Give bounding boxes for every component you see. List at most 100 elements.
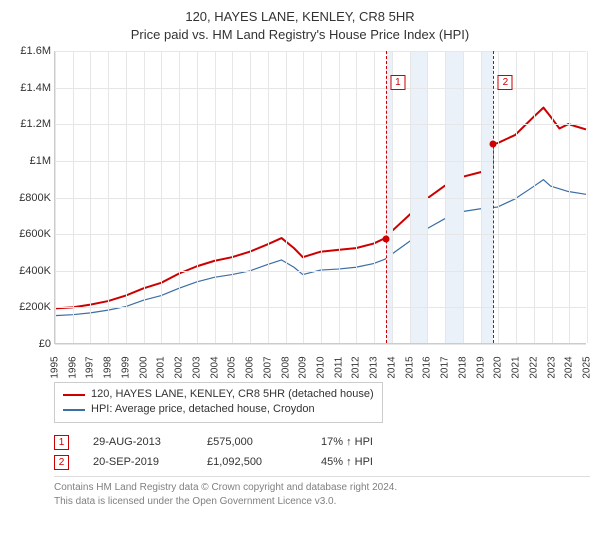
sales-row-badge: 2 (54, 455, 69, 470)
legend-box: 120, HAYES LANE, KENLEY, CR8 5HR (detach… (54, 382, 383, 423)
chart-title: 120, HAYES LANE, KENLEY, CR8 5HR Price p… (10, 8, 590, 43)
x-gridline (587, 51, 588, 343)
sales-row-price: £575,000 (207, 433, 297, 453)
x-gridline (73, 51, 74, 343)
x-gridline (179, 51, 180, 343)
footer-note: Contains HM Land Registry data © Crown c… (54, 481, 590, 508)
x-gridline (232, 51, 233, 343)
y-tick-label: £200K (11, 301, 51, 313)
sale-badge: 2 (498, 75, 513, 90)
y-tick-label: £1M (11, 155, 51, 167)
x-tick-label: 1998 (103, 356, 114, 378)
x-gridline (463, 51, 464, 343)
x-tick-label: 2017 (440, 356, 451, 378)
x-gridline (215, 51, 216, 343)
x-gridline (339, 51, 340, 343)
x-gridline (374, 51, 375, 343)
x-tick-label: 2021 (511, 356, 522, 378)
sale-badge: 1 (390, 75, 405, 90)
x-tick-label: 2025 (582, 356, 593, 378)
x-gridline (250, 51, 251, 343)
x-gridline (126, 51, 127, 343)
x-tick-label: 2002 (174, 356, 185, 378)
x-gridline (356, 51, 357, 343)
x-tick-label: 1997 (85, 356, 96, 378)
x-gridline (427, 51, 428, 343)
x-tick-label: 2001 (156, 356, 167, 378)
x-gridline (569, 51, 570, 343)
legend-item: HPI: Average price, detached house, Croy… (63, 402, 374, 417)
sales-row-hpi: 45% ↑ HPI (321, 453, 411, 473)
divider (54, 476, 590, 477)
x-tick-label: 2020 (493, 356, 504, 378)
legend-swatch (63, 394, 85, 396)
x-gridline (552, 51, 553, 343)
x-tick-label: 2014 (386, 356, 397, 378)
x-gridline (534, 51, 535, 343)
x-tick-label: 2009 (298, 356, 309, 378)
sale-marker (490, 141, 497, 148)
x-tick-label: 2006 (245, 356, 256, 378)
legend-label: 120, HAYES LANE, KENLEY, CR8 5HR (detach… (91, 387, 374, 402)
x-gridline (392, 51, 393, 343)
sale-vline (386, 51, 387, 343)
x-tick-label: 2013 (369, 356, 380, 378)
sales-row: 1 29-AUG-2013 £575,000 17% ↑ HPI (54, 433, 590, 453)
x-gridline (516, 51, 517, 343)
x-tick-label: 2005 (227, 356, 238, 378)
sales-row-badge: 1 (54, 435, 69, 450)
sales-row-date: 20-SEP-2019 (93, 453, 183, 473)
x-tick-label: 2022 (528, 356, 539, 378)
x-tick-label: 2012 (351, 356, 362, 378)
chart-area: £0£200K£400K£600K£800K£1M£1.2M£1.4M£1.6M… (10, 51, 590, 376)
x-gridline (161, 51, 162, 343)
footer-line1: Contains HM Land Registry data © Crown c… (54, 481, 590, 495)
sales-row-price: £1,092,500 (207, 453, 297, 473)
legend-item: 120, HAYES LANE, KENLEY, CR8 5HR (detach… (63, 387, 374, 402)
x-gridline (498, 51, 499, 343)
x-tick-label: 2015 (404, 356, 415, 378)
legend-label: HPI: Average price, detached house, Croy… (91, 402, 315, 417)
y-tick-label: £1.6M (11, 45, 51, 57)
x-tick-label: 2010 (316, 356, 327, 378)
x-gridline (144, 51, 145, 343)
y-tick-label: £600K (11, 228, 51, 240)
y-tick-label: £800K (11, 192, 51, 204)
y-tick-label: £400K (11, 265, 51, 277)
x-gridline (303, 51, 304, 343)
sales-row-hpi: 17% ↑ HPI (321, 433, 411, 453)
x-tick-label: 1995 (50, 356, 61, 378)
sale-vline (493, 51, 494, 343)
x-gridline (410, 51, 411, 343)
x-tick-label: 2004 (209, 356, 220, 378)
title-line1: 120, HAYES LANE, KENLEY, CR8 5HR (10, 8, 590, 26)
x-gridline (481, 51, 482, 343)
sales-table: 1 29-AUG-2013 £575,000 17% ↑ HPI 2 20-SEP-201… (54, 433, 590, 473)
title-line2: Price paid vs. HM Land Registry's House … (10, 26, 590, 44)
sales-row-date: 29-AUG-2013 (93, 433, 183, 453)
x-tick-label: 2003 (191, 356, 202, 378)
x-tick-label: 2024 (564, 356, 575, 378)
x-gridline (268, 51, 269, 343)
x-tick-label: 2007 (262, 356, 273, 378)
sale-marker (382, 235, 389, 242)
footer-line2: This data is licensed under the Open Gov… (54, 495, 590, 509)
x-gridline (445, 51, 446, 343)
x-tick-label: 1999 (120, 356, 131, 378)
x-gridline (108, 51, 109, 343)
y-tick-label: £0 (11, 338, 51, 350)
sales-row: 2 20-SEP-2019 £1,092,500 45% ↑ HPI (54, 453, 590, 473)
y-gridline (55, 344, 586, 345)
x-tick-label: 2019 (475, 356, 486, 378)
x-gridline (90, 51, 91, 343)
x-gridline (197, 51, 198, 343)
x-tick-label: 2011 (333, 357, 344, 379)
x-gridline (286, 51, 287, 343)
x-tick-label: 1996 (67, 356, 78, 378)
y-tick-label: £1.4M (11, 82, 51, 94)
plot-region: £0£200K£400K£600K£800K£1M£1.2M£1.4M£1.6M… (54, 51, 586, 344)
x-tick-label: 2018 (457, 356, 468, 378)
x-tick-label: 2008 (280, 356, 291, 378)
legend-swatch (63, 409, 85, 411)
x-tick-label: 2023 (546, 356, 557, 378)
